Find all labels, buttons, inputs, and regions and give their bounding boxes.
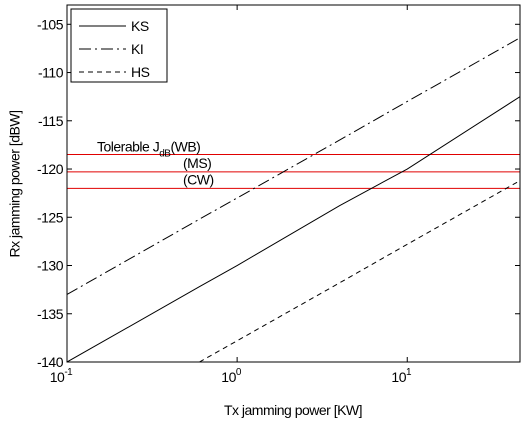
y-axis-label: Rx jamming power [dBW] bbox=[7, 111, 23, 258]
threshold-label: Tolerable JdB(WB) bbox=[97, 139, 200, 160]
threshold-sub: dB bbox=[159, 149, 171, 160]
y-tick-label: -130 bbox=[37, 258, 64, 274]
legend-label: HS bbox=[131, 64, 150, 80]
y-tick-label: -120 bbox=[37, 161, 64, 177]
x-tick-exponent: 1 bbox=[406, 367, 412, 378]
x-axis-label: Tx jamming power [KW] bbox=[224, 402, 362, 418]
series-line bbox=[199, 180, 520, 362]
x-tick-label: 101 bbox=[391, 367, 412, 385]
x-tick-base: 10 bbox=[50, 369, 65, 385]
y-tick-label: -115 bbox=[38, 113, 64, 129]
y-tick-label: -140 bbox=[37, 354, 64, 370]
y-tick-label: -105 bbox=[37, 16, 64, 32]
legend-box bbox=[70, 8, 168, 83]
threshold-suffix: (WB) bbox=[170, 139, 200, 155]
series-line bbox=[67, 37, 520, 295]
threshold-label: (CW) bbox=[183, 171, 214, 187]
y-tick-label: -110 bbox=[38, 65, 64, 81]
plot-frame bbox=[66, 4, 521, 363]
x-tick-label: 10-1 bbox=[50, 367, 73, 385]
threshold-label: (MS) bbox=[183, 155, 211, 171]
x-tick-exponent: 0 bbox=[236, 367, 242, 378]
legend-label: KS bbox=[131, 18, 149, 34]
x-tick-label: 100 bbox=[221, 367, 242, 385]
series-line bbox=[67, 96, 520, 362]
legend-label: KI bbox=[131, 41, 143, 57]
x-tick-base: 10 bbox=[221, 369, 236, 385]
y-tick-label: -125 bbox=[37, 209, 64, 225]
x-tick-base: 10 bbox=[391, 369, 406, 385]
y-tick-label: -135 bbox=[37, 306, 64, 322]
x-tick-exponent: -1 bbox=[64, 367, 73, 378]
threshold-prefix: Tolerable J bbox=[97, 139, 159, 155]
